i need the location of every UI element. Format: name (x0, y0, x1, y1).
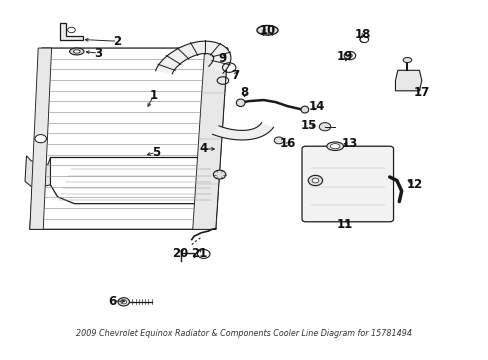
Circle shape (274, 137, 283, 144)
Text: 19: 19 (336, 50, 353, 63)
Polygon shape (155, 41, 230, 74)
Polygon shape (395, 70, 421, 91)
Text: 15: 15 (301, 118, 317, 131)
Ellipse shape (301, 106, 308, 113)
Polygon shape (30, 48, 52, 229)
Text: 4: 4 (199, 143, 207, 156)
Text: 12: 12 (406, 178, 422, 192)
Text: 21: 21 (190, 247, 207, 260)
Polygon shape (60, 23, 83, 40)
Ellipse shape (256, 26, 278, 35)
FancyBboxPatch shape (302, 146, 393, 222)
Text: 20: 20 (171, 247, 187, 260)
Text: 9: 9 (218, 52, 226, 65)
Text: 2009 Chevrolet Equinox Radiator & Components Cooler Line Diagram for 15781494: 2009 Chevrolet Equinox Radiator & Compon… (76, 329, 412, 338)
Text: 5: 5 (151, 146, 160, 159)
Polygon shape (50, 158, 215, 204)
Text: 16: 16 (279, 137, 295, 150)
Circle shape (213, 170, 225, 179)
Polygon shape (192, 48, 227, 229)
Text: 6: 6 (108, 294, 117, 308)
Circle shape (311, 178, 318, 183)
Circle shape (307, 175, 322, 186)
Text: 10: 10 (259, 24, 275, 37)
Circle shape (319, 123, 330, 131)
Ellipse shape (69, 48, 84, 55)
Polygon shape (212, 123, 273, 140)
Text: 17: 17 (413, 86, 429, 99)
Ellipse shape (236, 99, 244, 107)
Text: 14: 14 (307, 100, 324, 113)
Text: 3: 3 (94, 47, 102, 60)
Text: 18: 18 (354, 28, 371, 41)
Circle shape (35, 135, 46, 143)
Circle shape (121, 300, 126, 304)
Ellipse shape (326, 142, 343, 150)
Text: 13: 13 (341, 137, 357, 150)
Text: 2: 2 (113, 35, 122, 48)
Text: 11: 11 (336, 218, 352, 231)
Polygon shape (25, 156, 50, 188)
Ellipse shape (330, 144, 339, 149)
Text: 1: 1 (149, 89, 157, 103)
Text: 7: 7 (230, 69, 239, 82)
Polygon shape (30, 48, 227, 229)
Ellipse shape (402, 58, 411, 63)
Circle shape (67, 27, 75, 33)
Text: 8: 8 (240, 86, 248, 99)
Ellipse shape (73, 50, 80, 53)
Circle shape (118, 298, 129, 306)
